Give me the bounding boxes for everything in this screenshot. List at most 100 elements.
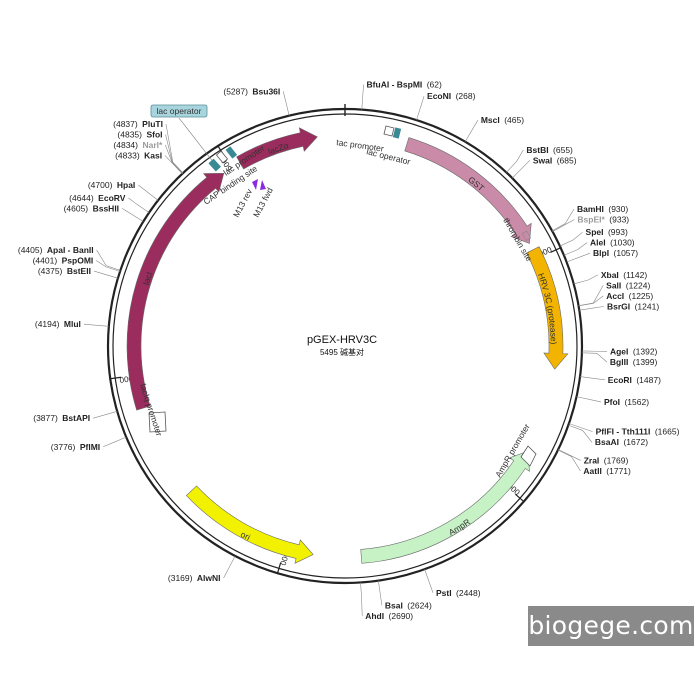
site-name-ecori: EcoRI bbox=[608, 375, 632, 385]
plasmid-size: 5495 碱基对 bbox=[320, 347, 364, 357]
site-label-hpai: (4700) HpaI bbox=[88, 175, 135, 192]
plasmid-name: pGEX-HRV3C bbox=[307, 334, 377, 346]
site-label-msci: MscI (465) bbox=[481, 110, 524, 127]
site-pos-pflfi-tth111i: (1665) bbox=[655, 427, 680, 437]
site-line-sfoi bbox=[165, 134, 183, 174]
site-label-bsaai: BsaAI (1672) bbox=[595, 432, 648, 449]
site-label-bfuai-bspmi: BfuAI - BspMI (62) bbox=[367, 75, 442, 92]
site-pos-bsu36i: (5287) bbox=[223, 86, 248, 96]
site-pos-econi: (268) bbox=[456, 91, 476, 101]
site-label-xbai: XbaI (1142) bbox=[601, 265, 648, 282]
site-name-swai: SwaI bbox=[533, 155, 552, 165]
site-pos-bsshii: (4605) bbox=[64, 203, 89, 213]
site-label-bsshii: (4605) BssHII bbox=[64, 198, 119, 215]
site-label-bsteii: (4375) BstEII bbox=[38, 261, 91, 278]
site-name-hpai: HpaI bbox=[117, 180, 135, 190]
feature-ori-arrow bbox=[185, 485, 314, 564]
tac-lac-operator-label: lac operator bbox=[366, 146, 412, 167]
site-pos-hpai: (4700) bbox=[88, 180, 113, 190]
site-pos-pspomi: (4401) bbox=[33, 256, 58, 266]
site-name-bstapi: BstAPI bbox=[62, 413, 90, 423]
site-name-alei: AleI bbox=[590, 238, 606, 248]
site-line-xbai bbox=[573, 274, 598, 285]
lac-operator-mark bbox=[208, 158, 221, 172]
site-line-sali bbox=[578, 285, 604, 306]
site-line-pfoi bbox=[576, 396, 602, 403]
site-label-apai-banii: (4405) ApaI - BanII bbox=[18, 240, 94, 257]
site-label-sali: SalI (1224) bbox=[606, 275, 650, 292]
site-name-zrai: ZraI bbox=[584, 455, 600, 465]
site-pos-bstbi: (655) bbox=[553, 145, 573, 155]
site-pos-bfuai-bspmi: (62) bbox=[427, 80, 442, 90]
site-name-bamhi: BamHI bbox=[577, 204, 604, 214]
site-name-mlui: MluI bbox=[64, 319, 81, 329]
site-line-hpai bbox=[138, 184, 159, 201]
site-label-bstapi: (3877) BstAPI bbox=[33, 408, 90, 425]
site-line-mlui bbox=[83, 323, 109, 327]
site-pos-apai-banii: (4405) bbox=[18, 245, 43, 255]
site-name-xbai: XbaI bbox=[601, 270, 619, 280]
site-name-ahdi: AhdI bbox=[365, 611, 384, 621]
site-pos-zrai: (1769) bbox=[604, 455, 629, 465]
site-line-bamhi bbox=[551, 208, 575, 232]
site-label-pspomi: (4401) PspOMI bbox=[33, 251, 94, 268]
site-line-bfuai-bspmi bbox=[361, 84, 364, 110]
site-pos-sali: (1224) bbox=[626, 280, 651, 290]
site-line-zrai bbox=[558, 449, 581, 461]
site-name-pflfi-tth111i: PflFI - Tth111I bbox=[596, 427, 651, 437]
site-line-pflfi-tth111i bbox=[568, 423, 593, 432]
site-line-acci bbox=[578, 295, 604, 307]
site-label-agei: AgeI (1392) bbox=[610, 341, 658, 358]
site-name-bsaai: BsaAI bbox=[595, 437, 619, 447]
site-pos-bsrgi: (1241) bbox=[635, 301, 660, 311]
m13-rev-arrow bbox=[252, 179, 258, 190]
site-name-bsu36i: Bsu36I bbox=[252, 86, 280, 96]
site-label-alei: AleI (1030) bbox=[590, 233, 635, 250]
site-name-bsai: BsaI bbox=[385, 600, 403, 610]
site-line-msci bbox=[464, 120, 479, 142]
site-name-bsshii: BssHII bbox=[93, 203, 119, 213]
site-label-econi: EcoNI (268) bbox=[427, 86, 476, 103]
site-line-ecorv bbox=[128, 197, 150, 213]
site-pos-mlui: (4194) bbox=[35, 319, 60, 329]
cap-site-mark bbox=[225, 146, 238, 159]
site-pos-ecori: (1487) bbox=[636, 375, 661, 385]
feature-hrv3c-arrow bbox=[526, 246, 569, 370]
site-pos-pflmi: (3776) bbox=[51, 442, 76, 452]
site-label-blpi: BlpI (1057) bbox=[593, 243, 638, 260]
site-line-econi bbox=[416, 96, 425, 121]
site-name-alwni: AlwNI bbox=[197, 573, 221, 583]
site-name-bsrgi: BsrGI bbox=[607, 301, 630, 311]
site-pos-blpi: (1057) bbox=[614, 248, 639, 258]
site-pos-ahdi: (2690) bbox=[389, 611, 414, 621]
site-name-bglii: BglII bbox=[610, 357, 628, 367]
site-label-mlui: (4194) MluI bbox=[35, 314, 81, 331]
thrombin-site-mark bbox=[521, 230, 532, 241]
site-line-alwni bbox=[223, 555, 236, 579]
site-label-nari: (4834) NarI* bbox=[113, 135, 163, 152]
site-name-ecorv: EcoRV bbox=[98, 193, 126, 203]
backbone-outer bbox=[106, 107, 584, 585]
tick-2000 bbox=[515, 493, 525, 503]
tick-4000 bbox=[109, 376, 122, 380]
site-name-nari: NarI* bbox=[142, 140, 163, 150]
site-label-acci: AccI (1225) bbox=[606, 286, 653, 303]
site-line-bsaai bbox=[568, 424, 593, 443]
site-line-alei bbox=[563, 242, 588, 256]
site-pos-xbai: (1142) bbox=[623, 270, 647, 280]
site-label-alwni: (3169) AlwNI bbox=[168, 568, 221, 585]
site-name-pspomi: PspOMI bbox=[62, 256, 94, 266]
site-name-spei: SpeI bbox=[586, 227, 604, 237]
feature-ori-label: ori bbox=[239, 529, 252, 542]
site-label-ahdi: AhdI (2690) bbox=[365, 606, 413, 623]
site-pos-acci: (1225) bbox=[629, 291, 654, 301]
site-name-bsteii: BstEII bbox=[67, 266, 91, 276]
site-pos-alei: (1030) bbox=[610, 238, 635, 248]
tac-lac-operator-mark bbox=[392, 127, 402, 139]
site-pos-swai: (685) bbox=[557, 155, 577, 165]
site-name-sfoi: SfoI bbox=[146, 130, 162, 140]
site-pos-bspei: (933) bbox=[609, 214, 629, 224]
restriction-site-labels: BfuAI - BspMI (62)EcoNI (268) MscI (465) B… bbox=[18, 75, 680, 623]
site-pos-bsai: (2624) bbox=[407, 600, 432, 610]
